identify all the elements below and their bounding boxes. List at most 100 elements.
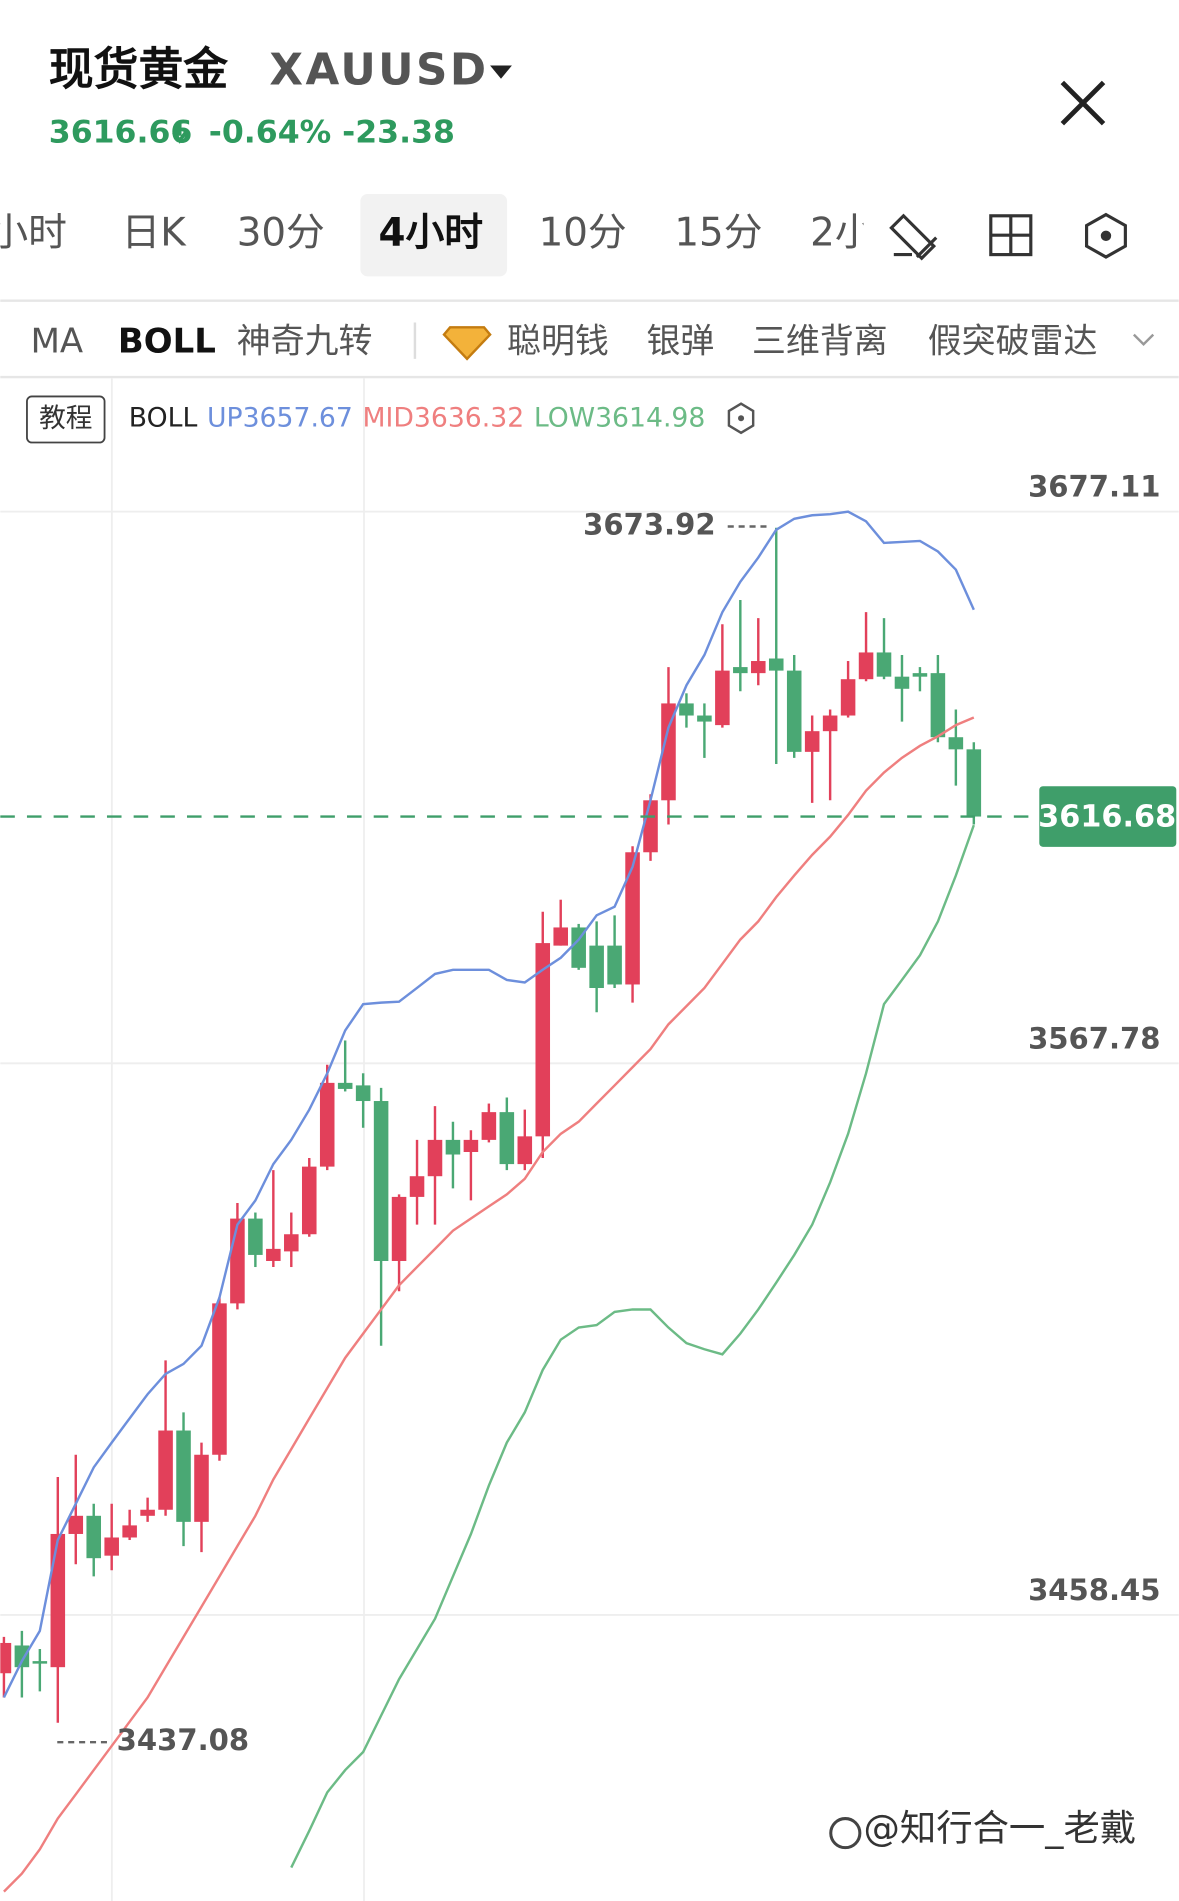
candle-body bbox=[966, 749, 982, 817]
candle-body bbox=[463, 1139, 479, 1152]
candle-body bbox=[535, 943, 551, 1137]
legend-settings[interactable] bbox=[727, 402, 755, 435]
candle-body bbox=[284, 1234, 299, 1252]
candle-body bbox=[104, 1537, 119, 1556]
indicator[interactable]: 银弹 bbox=[646, 322, 714, 362]
candle-body bbox=[661, 703, 676, 801]
legend-value: 3614.98 bbox=[595, 402, 705, 433]
candle-body bbox=[319, 1082, 335, 1167]
legend-title: BOLL bbox=[129, 402, 198, 433]
legend-name: MID bbox=[363, 402, 414, 433]
candle-body bbox=[499, 1112, 515, 1165]
candle-body bbox=[230, 1218, 245, 1304]
indicator[interactable]: 三维背离 bbox=[752, 322, 888, 362]
legend-settings-dot bbox=[738, 415, 745, 422]
candle-body bbox=[894, 676, 910, 689]
tutorial-button[interactable] bbox=[26, 395, 106, 444]
price: 3616.66 bbox=[49, 114, 193, 150]
change: -23.38 bbox=[342, 114, 455, 150]
indicator-bar: MA BOLL 神奇九转 聪明钱 银弹 三维背离 假突破雷达 bbox=[31, 322, 1098, 362]
tab[interactable]: 1小时 bbox=[0, 211, 67, 256]
boll-legend: BOLL UP3657.67 MID3636.32 LOW3614.98 bbox=[129, 402, 706, 433]
candle-body bbox=[715, 670, 730, 726]
candle-body bbox=[50, 1533, 66, 1668]
candle-body bbox=[122, 1525, 137, 1538]
y-tick-label: 3677.11 bbox=[1028, 470, 1160, 504]
band-line bbox=[3, 716, 975, 1893]
candle-body bbox=[858, 652, 874, 680]
band-line bbox=[290, 824, 975, 1869]
candle-body bbox=[248, 1218, 263, 1255]
candle-body bbox=[876, 652, 892, 677]
candle-body bbox=[14, 1645, 30, 1668]
legend-value: 3657.67 bbox=[243, 402, 353, 433]
symbol[interactable]: XAUUSD bbox=[269, 45, 488, 96]
candle-body bbox=[804, 731, 820, 752]
candle-body bbox=[786, 670, 802, 752]
band-line bbox=[2, 510, 975, 1698]
candle-body bbox=[625, 852, 640, 985]
active-tab-bg bbox=[360, 193, 508, 277]
layout-icon-grid bbox=[990, 215, 1031, 255]
legend-value: 3636.32 bbox=[414, 402, 524, 433]
candle-body bbox=[337, 1082, 353, 1089]
candle-body bbox=[194, 1454, 209, 1522]
candle-body bbox=[679, 703, 694, 716]
tab[interactable]: 15分 bbox=[674, 211, 762, 256]
indicator[interactable]: MA bbox=[31, 322, 84, 362]
candle-body bbox=[481, 1112, 497, 1140]
candle-body bbox=[391, 1196, 407, 1261]
candle-body bbox=[930, 673, 946, 738]
candle-body bbox=[409, 1176, 425, 1197]
plot bbox=[0, 510, 982, 1893]
candle-body bbox=[445, 1139, 461, 1155]
candle-body bbox=[68, 1515, 84, 1534]
overlay: 3458.45 3567.78 3677.11 3616.68 3673.92 3437.… bbox=[0, 470, 1177, 1757]
tab[interactable]: 4小时 bbox=[379, 211, 484, 256]
tab[interactable]: 30分 bbox=[237, 211, 325, 256]
candle-body bbox=[589, 945, 604, 989]
indicator[interactable]: 假突破雷达 bbox=[928, 322, 1098, 362]
indicator[interactable]: 聪明钱 bbox=[507, 322, 609, 362]
candle-body bbox=[697, 715, 712, 722]
legend-name: LOW bbox=[534, 402, 595, 433]
candle-body bbox=[607, 945, 622, 985]
candle-body bbox=[822, 715, 838, 732]
legend-name: UP bbox=[207, 402, 243, 433]
candle-body bbox=[553, 927, 568, 946]
tab[interactable]: 2小时 bbox=[810, 211, 912, 256]
toolbar-icons bbox=[889, 212, 1127, 261]
last-price-tag bbox=[1039, 786, 1177, 847]
candle-body bbox=[176, 1430, 191, 1522]
tab[interactable]: 10分 bbox=[539, 211, 627, 256]
candle-body bbox=[768, 658, 784, 671]
y-tick-label: 3567.78 bbox=[1028, 1021, 1160, 1055]
candle-body bbox=[0, 1642, 12, 1674]
candle-body bbox=[266, 1248, 281, 1261]
candle-body bbox=[912, 673, 928, 677]
expand-chevron[interactable] bbox=[1132, 333, 1155, 347]
title: 现货黄金 bbox=[49, 43, 229, 96]
watermark: @知行合一_老戴 bbox=[863, 1807, 1136, 1850]
down-arrow bbox=[172, 123, 188, 144]
candle-body bbox=[733, 667, 748, 674]
draw-icon[interactable] bbox=[889, 213, 938, 261]
candle-body bbox=[840, 679, 856, 716]
min-label: 3437.08 bbox=[117, 1723, 249, 1757]
settings-icon[interactable] bbox=[1084, 212, 1127, 259]
indicator[interactable]: 神奇九转 bbox=[237, 322, 373, 362]
y-tick-label: 3458.45 bbox=[1028, 1573, 1160, 1607]
symbol-dropdown[interactable] bbox=[490, 65, 512, 79]
close-button[interactable] bbox=[1060, 80, 1106, 126]
candle-body bbox=[32, 1661, 48, 1664]
smart-money-icon bbox=[442, 326, 492, 361]
tutorial-label[interactable]: 教程 bbox=[39, 403, 92, 434]
tab[interactable]: 日K bbox=[122, 211, 188, 256]
candle-body bbox=[751, 661, 766, 674]
indicator[interactable]: BOLL bbox=[118, 322, 216, 362]
candle-body bbox=[301, 1166, 317, 1235]
candle-body bbox=[212, 1303, 227, 1455]
candle-body bbox=[86, 1515, 102, 1559]
candle-body bbox=[948, 737, 964, 750]
